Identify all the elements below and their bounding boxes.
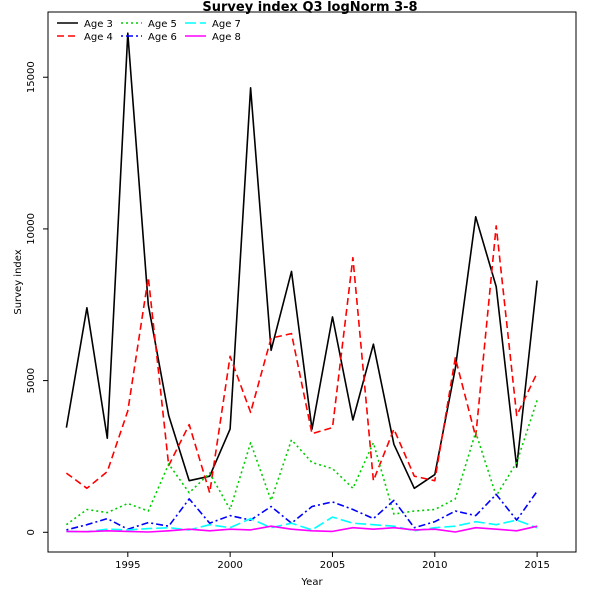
legend-label: Age 5 xyxy=(148,19,177,30)
x-axis-label: Year xyxy=(300,577,323,588)
series-line-age-7 xyxy=(66,516,538,533)
series-line-age-8 xyxy=(66,525,538,533)
y-axis-label: Survey index xyxy=(13,249,24,314)
series-line-age-3 xyxy=(65,32,538,490)
y-tick-label: 15000 xyxy=(26,61,37,93)
x-tick-label: 2015 xyxy=(524,560,549,571)
y-tick-label: 10000 xyxy=(26,213,37,245)
chart-title: Survey index Q3 logNorm 3-8 xyxy=(202,0,417,15)
series-line-age-5 xyxy=(65,400,538,526)
series-line-age-6 xyxy=(66,490,538,531)
x-tick-label: 2010 xyxy=(422,560,447,571)
series-lines xyxy=(65,32,538,533)
x-axis: 1995 2000 2005 2010 2015 xyxy=(115,552,550,571)
legend-label: Age 6 xyxy=(148,32,177,43)
x-tick-label: 2005 xyxy=(320,560,345,571)
plot-frame xyxy=(47,11,577,553)
series-line-age-4 xyxy=(65,225,538,494)
legend-label: Age 3 xyxy=(84,19,113,30)
x-tick-label: 1995 xyxy=(115,560,140,571)
legend-label: Age 7 xyxy=(212,19,241,30)
legend: Age 3 Age 4 Age 5 Age 6 Age 7 Age 8 xyxy=(57,19,241,43)
y-tick-label: 0 xyxy=(26,529,37,535)
y-axis: 0 5000 10000 15000 xyxy=(26,61,48,535)
legend-label: Age 8 xyxy=(212,32,241,43)
x-tick-label: 2000 xyxy=(217,560,242,571)
y-tick-label: 5000 xyxy=(26,368,37,393)
legend-label: Age 4 xyxy=(84,32,113,43)
